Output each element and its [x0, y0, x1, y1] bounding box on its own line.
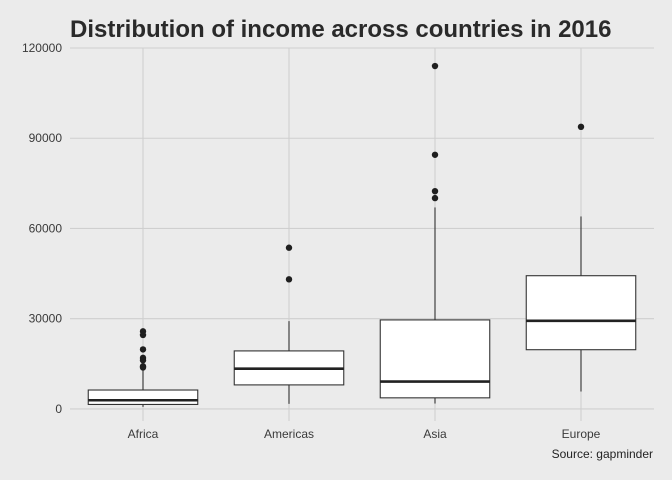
boxplot-americas	[233, 244, 345, 404]
box	[379, 319, 491, 399]
outlier-point	[431, 187, 439, 195]
x-tick-label: Africa	[128, 427, 159, 441]
y-tick-label: 0	[55, 402, 62, 416]
y-tick-label: 30000	[29, 312, 63, 326]
box	[87, 389, 199, 406]
boxplot-africa	[87, 328, 199, 407]
outlier-point	[285, 244, 293, 251]
chart-title: Distribution of income across countries …	[70, 16, 611, 43]
outlier-point	[285, 276, 293, 283]
outlier-point	[139, 364, 147, 371]
outlier-point	[431, 62, 439, 70]
outlier-point	[139, 331, 147, 339]
x-axis-ticks: Africa Americas Asia Europe	[128, 427, 601, 441]
boxplot-asia	[379, 62, 491, 404]
outlier-point	[139, 357, 147, 364]
outlier-point	[577, 123, 585, 131]
outlier-point	[431, 151, 439, 158]
outlier-point	[431, 194, 439, 202]
grid	[70, 47, 654, 421]
y-tick-label: 90000	[29, 131, 63, 145]
box	[525, 275, 637, 351]
y-tick-label: 120000	[22, 41, 62, 55]
outlier-point	[139, 346, 147, 353]
y-axis-ticks: 0 30000 60000 90000 120000	[22, 41, 62, 416]
y-tick-label: 60000	[29, 221, 63, 235]
boxplots	[87, 62, 637, 407]
x-tick-label: Europe	[562, 427, 601, 441]
boxplot-europe	[525, 123, 637, 392]
chart-caption: Source: gapminder	[552, 447, 653, 461]
x-tick-label: Americas	[264, 427, 314, 441]
x-tick-label: Asia	[423, 427, 447, 441]
